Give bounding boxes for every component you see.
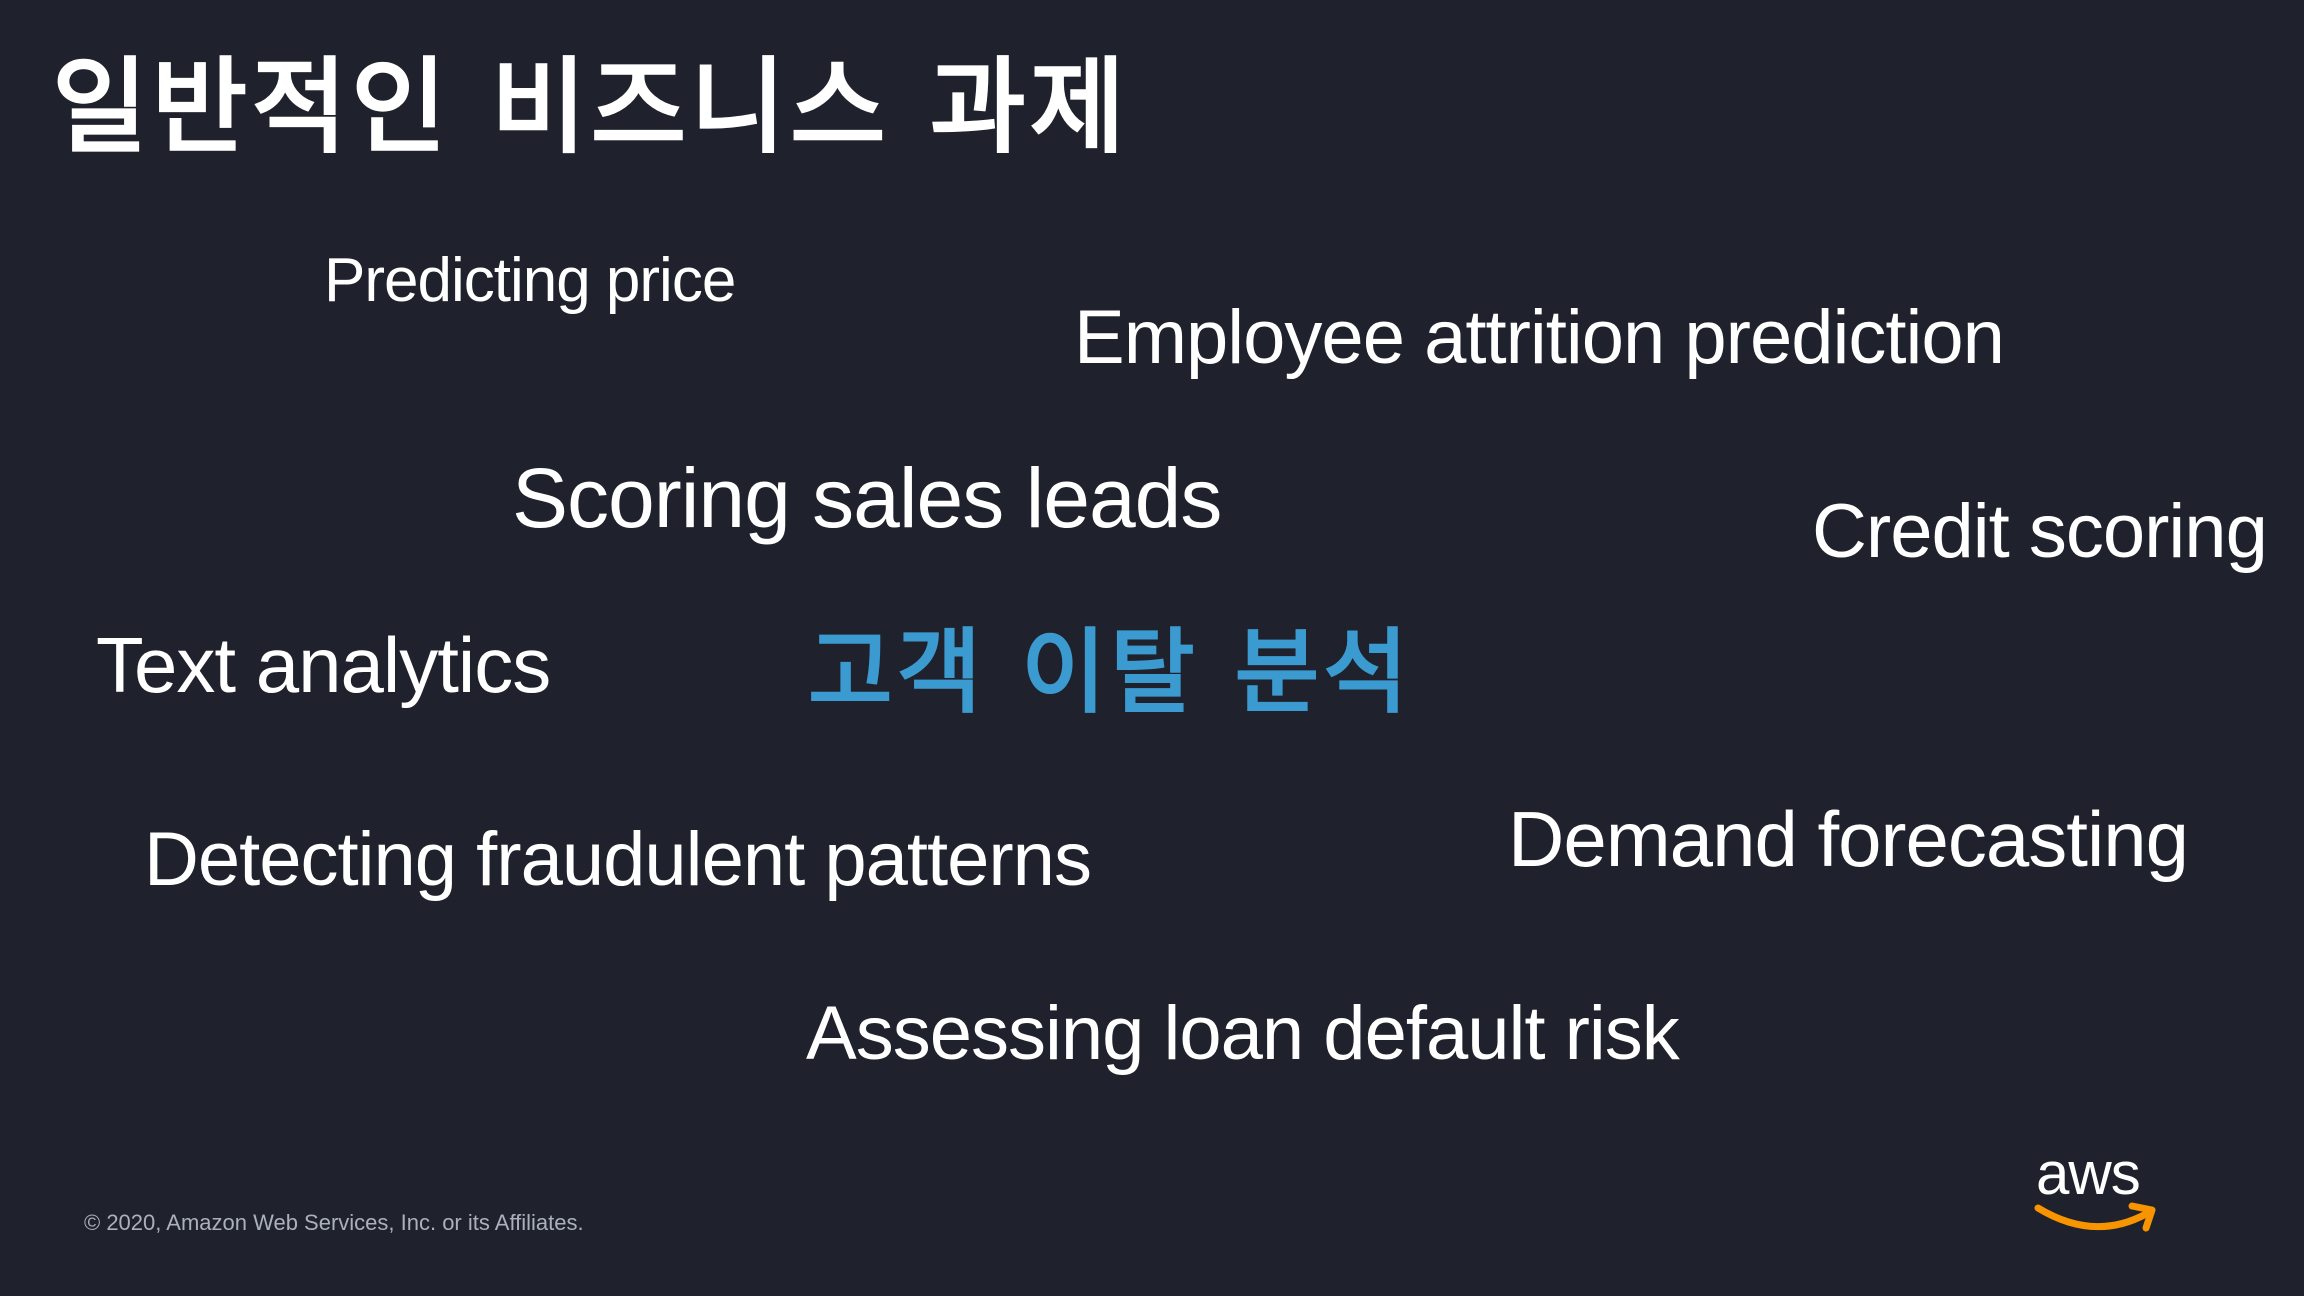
term-scoring-sales-leads: Scoring sales leads <box>512 451 1222 545</box>
term-text-analytics: Text analytics <box>96 621 551 709</box>
aws-logo-icon: aws <box>2032 1140 2164 1238</box>
term-predicting-price: Predicting price <box>324 246 736 315</box>
term-loan-default: Assessing loan default risk <box>806 991 1680 1076</box>
aws-logo-text: aws <box>2036 1140 2141 1207</box>
slide-title: 일반적인 비즈니스 과제 <box>52 46 1130 168</box>
term-credit-scoring: Credit scoring <box>1812 489 2268 574</box>
term-employee-attrition: Employee attrition prediction <box>1074 295 2005 380</box>
highlight-term: 고객 이탈 분석 <box>808 619 1412 726</box>
term-detecting-fraud: Detecting fraudulent patterns <box>144 817 1092 902</box>
term-demand-forecasting: Demand forecasting <box>1508 795 2189 883</box>
aws-smile-icon <box>2034 1202 2156 1232</box>
copyright-text: © 2020, Amazon Web Services, Inc. or its… <box>84 1210 584 1235</box>
